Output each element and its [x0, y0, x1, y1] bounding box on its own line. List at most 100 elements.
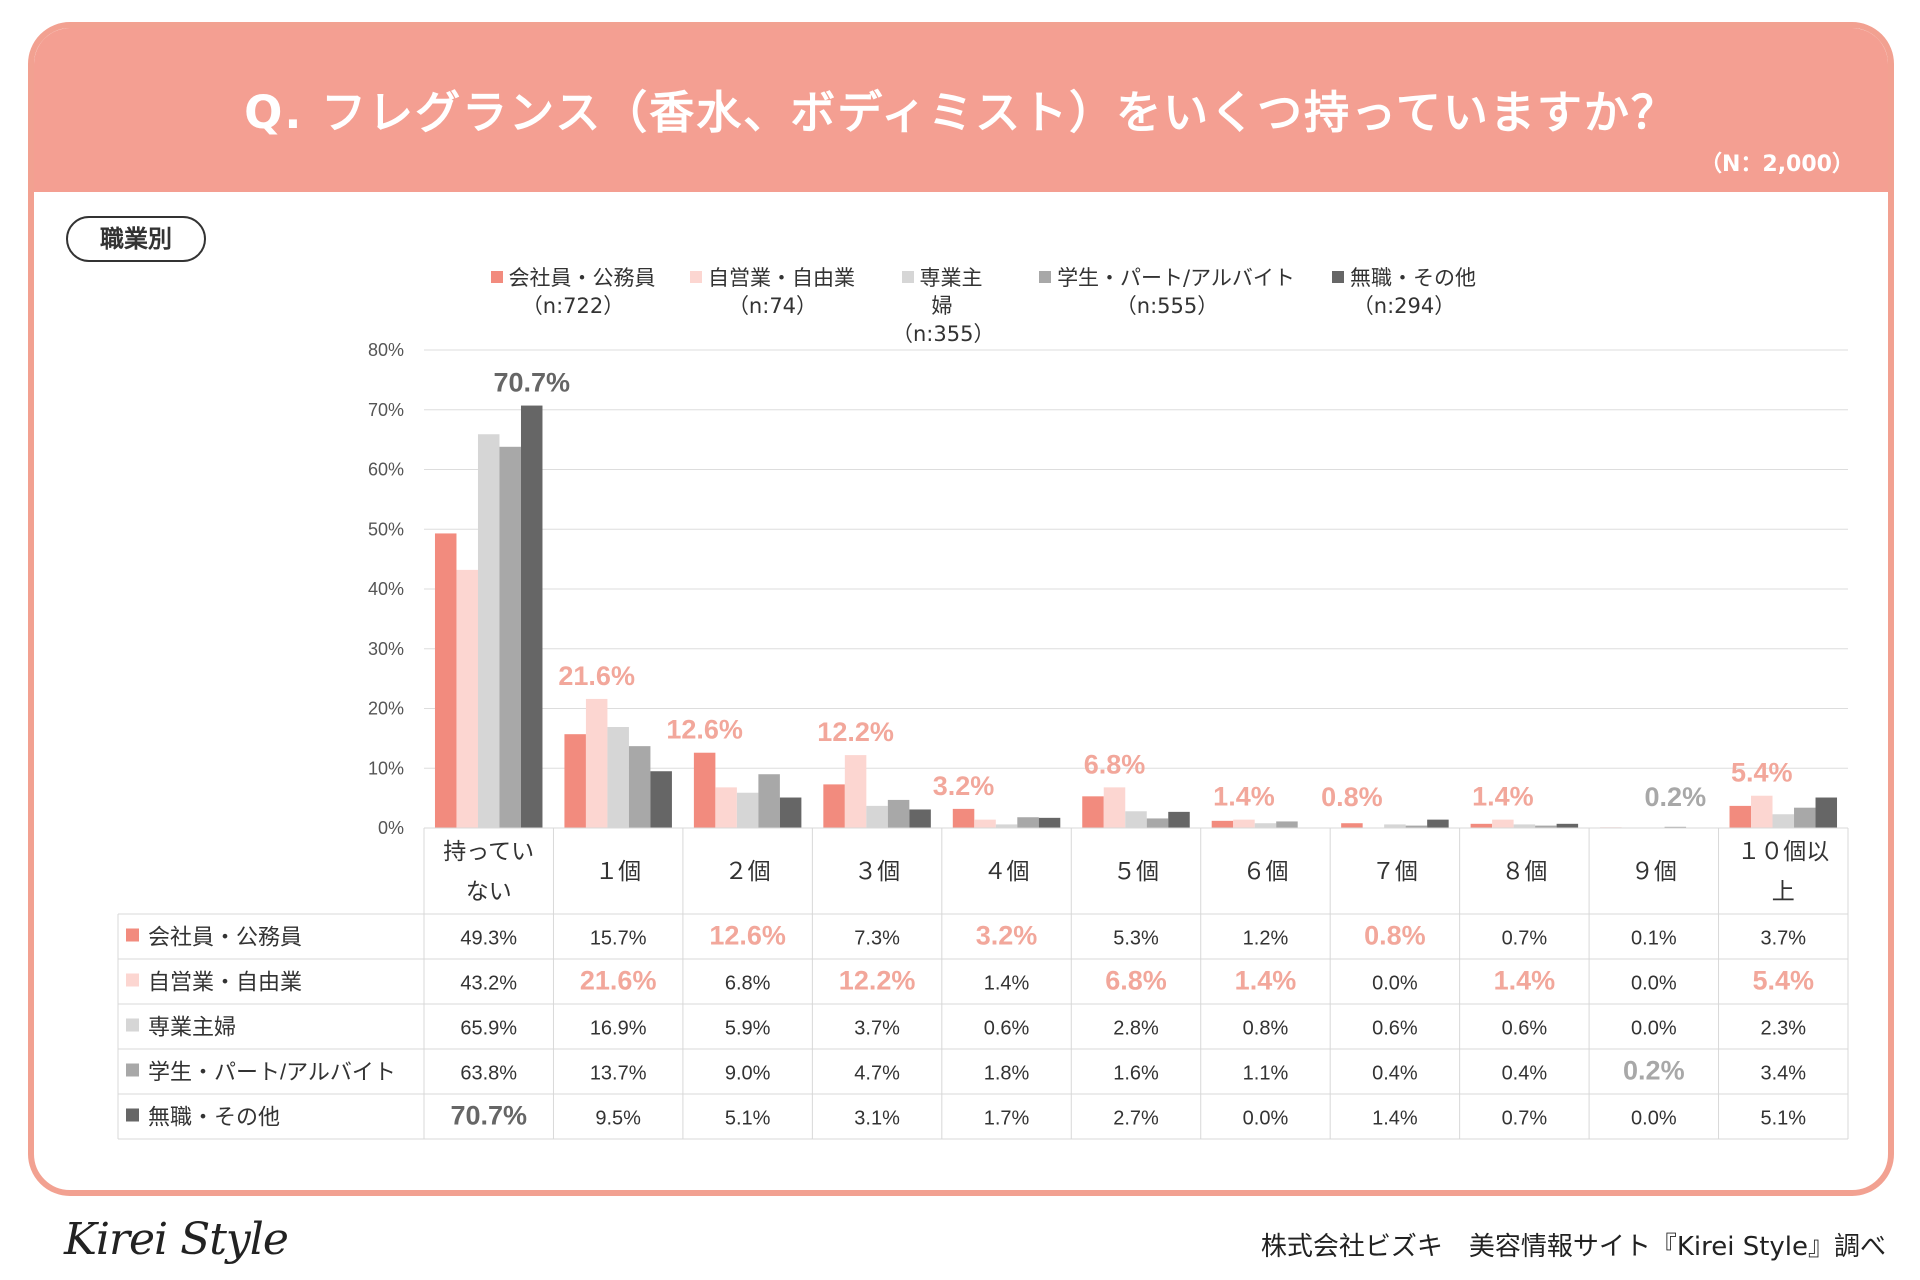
y-tick-label: 60%: [368, 460, 404, 480]
legend-sample-size: （n:294）: [1352, 294, 1456, 318]
table-cell-value: 13.7%: [590, 1063, 647, 1085]
legend-label: 自営業・自由業: [708, 266, 855, 290]
data-label-highlight: 5.4%: [1731, 758, 1793, 788]
bar: [1513, 824, 1536, 828]
y-tick-label: 70%: [368, 400, 404, 420]
table-cell-value: 0.0%: [1372, 973, 1418, 995]
table-cell-value: 0.6%: [1502, 1018, 1548, 1040]
table-cell-value: 43.2%: [460, 973, 517, 995]
bar: [887, 799, 910, 828]
bar: [1815, 797, 1838, 828]
bar: [499, 446, 521, 828]
legend-label: 専業主婦: [919, 266, 983, 318]
data-label-highlight: 1.4%: [1472, 782, 1534, 812]
y-tick-label: 40%: [368, 579, 404, 599]
x-category-label: ５個: [1113, 858, 1159, 884]
bar: [758, 774, 780, 828]
table-cell-value: 1.8%: [984, 1063, 1030, 1085]
table-cell-value: 0.8%: [1243, 1018, 1289, 1040]
bar: [1276, 821, 1298, 828]
bar: [1794, 807, 1816, 828]
bar: [1125, 811, 1147, 828]
sample-size-label: （N：2,000）: [1699, 152, 1854, 177]
legend-label: 無職・その他: [1350, 266, 1476, 290]
bar: [1470, 823, 1493, 828]
table-cell-value: 63.8%: [460, 1063, 517, 1085]
table-cell-value: 1.2%: [1243, 928, 1289, 950]
bar: [715, 787, 737, 828]
bar: [628, 746, 651, 828]
row-legend-swatch: [126, 973, 139, 987]
bar: [607, 727, 629, 828]
legend-item: 学生・パート/アルバイト （n:555）: [1032, 264, 1302, 320]
row-series-name: 自営業・自由業: [148, 970, 302, 995]
legend-item: 専業主婦 （n:355）: [892, 264, 994, 348]
bar: [909, 809, 931, 828]
bar: [1535, 825, 1557, 828]
y-tick-label: 80%: [368, 340, 404, 360]
table-cell-value: 3.2%: [976, 921, 1038, 951]
x-category-label: １０個以上: [1737, 838, 1829, 904]
bar: [585, 698, 608, 828]
table-cell-value: 0.7%: [1502, 928, 1548, 950]
data-label-highlight: 1.4%: [1213, 782, 1275, 812]
bar: [434, 533, 457, 828]
table-cell-value: 1.4%: [1372, 1108, 1418, 1130]
bar: [779, 797, 802, 828]
x-category-label: １個: [595, 858, 641, 884]
bar: [866, 805, 888, 828]
bar: [736, 792, 759, 828]
bar: [1384, 824, 1406, 828]
row-legend-swatch: [126, 1108, 139, 1122]
table-cell-value: 5.3%: [1113, 928, 1159, 950]
table-cell-value: 5.9%: [725, 1018, 771, 1040]
table-cell-value: 1.6%: [1113, 1063, 1159, 1085]
row-legend-swatch: [126, 1063, 139, 1077]
row-series-name: 会社員・公務員: [148, 925, 302, 950]
header-banner: Q. フレグランス（香水、ボディミスト）をいくつ持っていますか？ （N：2,00…: [34, 28, 1888, 192]
x-category-label: ８個: [1501, 858, 1547, 884]
table-cell-value: 0.0%: [1631, 1018, 1677, 1040]
legend-sample-size: （n:74）: [727, 294, 818, 318]
table-cell-value: 70.7%: [450, 1101, 527, 1131]
data-label-highlight: 12.6%: [666, 715, 743, 745]
bar: [844, 755, 867, 828]
y-tick-label: 20%: [368, 699, 404, 719]
x-category-label: ３個: [854, 858, 900, 884]
legend-item: 会社員・公務員 （n:722）: [488, 264, 658, 320]
table-cell-value: 49.3%: [460, 928, 517, 950]
legend-sample-size: （n:555）: [1115, 294, 1219, 318]
legend-swatch: [901, 271, 914, 283]
bar: [952, 808, 975, 828]
bar: [456, 569, 478, 828]
table-cell-value: 1.7%: [984, 1108, 1030, 1130]
bar: [1233, 819, 1255, 828]
table-cell-value: 65.9%: [460, 1018, 517, 1040]
table-cell-value: 2.8%: [1113, 1018, 1159, 1040]
y-tick-label: 30%: [368, 639, 404, 659]
y-tick-label: 10%: [368, 758, 404, 778]
bar: [1038, 817, 1061, 828]
table-cell-value: 15.7%: [590, 928, 647, 950]
table-cell-value: 5.4%: [1752, 966, 1814, 996]
bar: [1772, 814, 1795, 828]
table-cell-value: 21.6%: [580, 966, 657, 996]
row-series-name: 無職・その他: [148, 1105, 280, 1130]
table-cell-value: 6.8%: [1105, 966, 1167, 996]
x-category-label: ４個: [984, 858, 1030, 884]
bar: [1168, 811, 1190, 828]
table-cell-value: 0.7%: [1502, 1108, 1548, 1130]
legend-sample-size: （n:722）: [521, 294, 625, 318]
table-cell-value: 2.3%: [1760, 1018, 1806, 1040]
table-cell-value: 9.5%: [595, 1108, 641, 1130]
table-cell-value: 0.0%: [1243, 1108, 1289, 1130]
table-cell-value: 12.6%: [709, 921, 786, 951]
table-cell-value: 0.1%: [1631, 928, 1677, 950]
legend-item: 無職・その他 （n:294）: [1330, 264, 1478, 320]
bar: [1146, 818, 1169, 828]
bar: [1103, 787, 1126, 828]
category-pill: 職業別: [66, 216, 206, 262]
bar: [477, 434, 500, 828]
table-cell-value: 6.8%: [725, 973, 771, 995]
